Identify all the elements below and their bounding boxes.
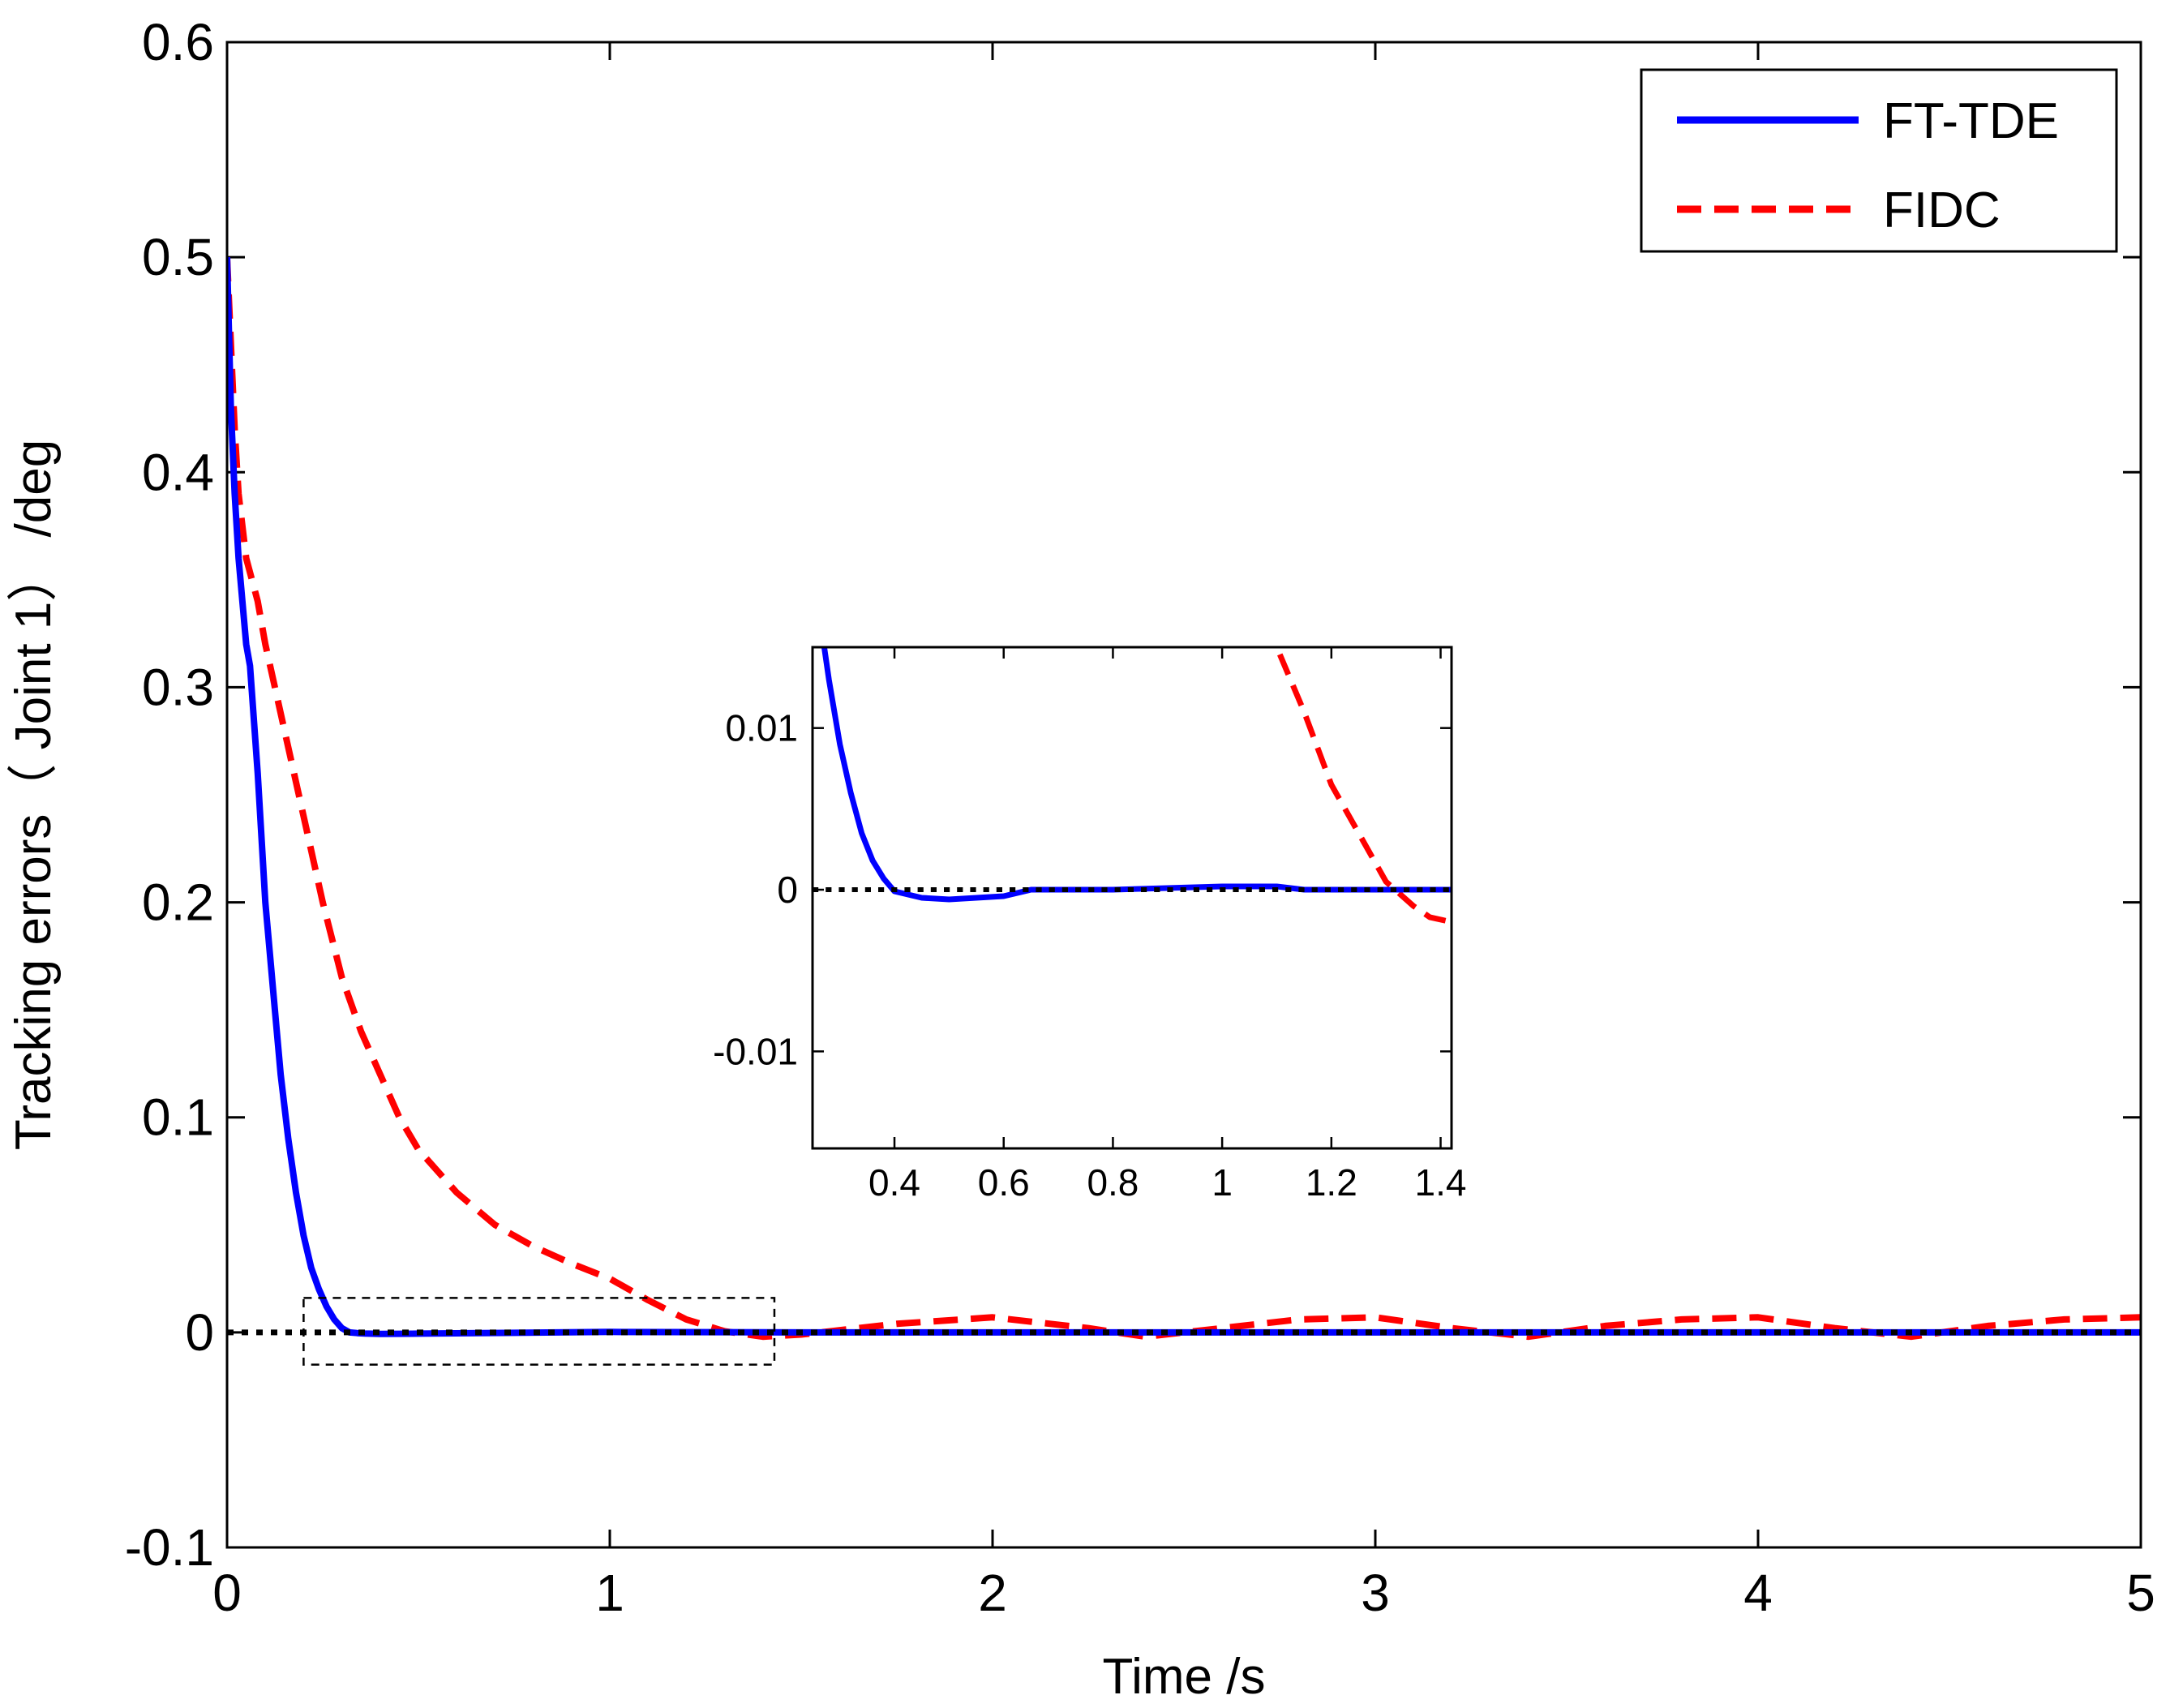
x-tick-label: 2	[978, 1564, 1007, 1622]
series-line-fidc	[227, 256, 2141, 1341]
y-tick-label: 0	[185, 1303, 214, 1362]
x-tick-label: 1	[595, 1564, 624, 1622]
y-tick-label: 0.4	[142, 443, 214, 501]
legend-label-ft-tde: FT-TDE	[1883, 93, 2059, 149]
inset-series-line-ft-tde	[821, 647, 1452, 903]
y-tick-label: -0.1	[125, 1518, 214, 1577]
inset-background	[813, 647, 1452, 1148]
y-tick-label: 0.2	[142, 873, 214, 932]
y-tick-label: 0.1	[142, 1088, 214, 1147]
zoom-region-box	[302, 1297, 776, 1366]
x-tick-label: 5	[2126, 1564, 2155, 1622]
y-tick-label: 0.5	[142, 228, 214, 286]
inset-axes-frame	[811, 646, 1453, 1150]
inset-series-line-fidc	[1273, 647, 1452, 925]
legend-box	[1640, 68, 2118, 253]
x-tick-label: 3	[1361, 1564, 1390, 1622]
inset-tick-labels: 0.4 0.6 0.8 1 1.2 1.4 -0.01 0 0.01	[713, 707, 1466, 1204]
main-axes-frame	[225, 41, 2142, 1549]
legend-label-fidc: FIDC	[1883, 182, 2001, 238]
y-tick-label: 0.3	[142, 658, 214, 716]
main-plot-area	[227, 256, 2141, 1341]
y-axis-label: Tracking errors（ Joint 1） /deg	[6, 440, 62, 1150]
inset-chart: 0.4 0.6 0.8 1 1.2 1.4 -0.01 0 0.01	[713, 646, 1467, 1204]
inset-x-tick-label: 1.4	[1415, 1161, 1467, 1204]
inset-x-tick-label: 0.6	[978, 1161, 1030, 1204]
x-tick-label: 0	[212, 1564, 242, 1622]
main-tick-labels: 0 1 2 3 4 5-0.100.10.20.30.40.50.6	[125, 13, 2155, 1622]
inset-y-tick-label: 0	[777, 869, 798, 911]
y-tick-label: 0.6	[142, 13, 214, 71]
inset-y-tick-label: 0.01	[725, 707, 798, 749]
inset-x-tick-label: 1.2	[1306, 1161, 1357, 1204]
inset-x-tick-label: 0.4	[868, 1161, 920, 1204]
inset-plot-area	[813, 647, 1452, 925]
legend: FT-TDE FIDC	[1640, 68, 2118, 253]
x-tick-label: 4	[1743, 1564, 1773, 1622]
inset-x-tick-label: 1	[1212, 1161, 1233, 1204]
inset-x-tick-label: 0.8	[1087, 1161, 1139, 1204]
x-axis-label: Time /s	[1103, 1649, 1266, 1705]
inset-y-tick-label: -0.01	[713, 1030, 798, 1072]
